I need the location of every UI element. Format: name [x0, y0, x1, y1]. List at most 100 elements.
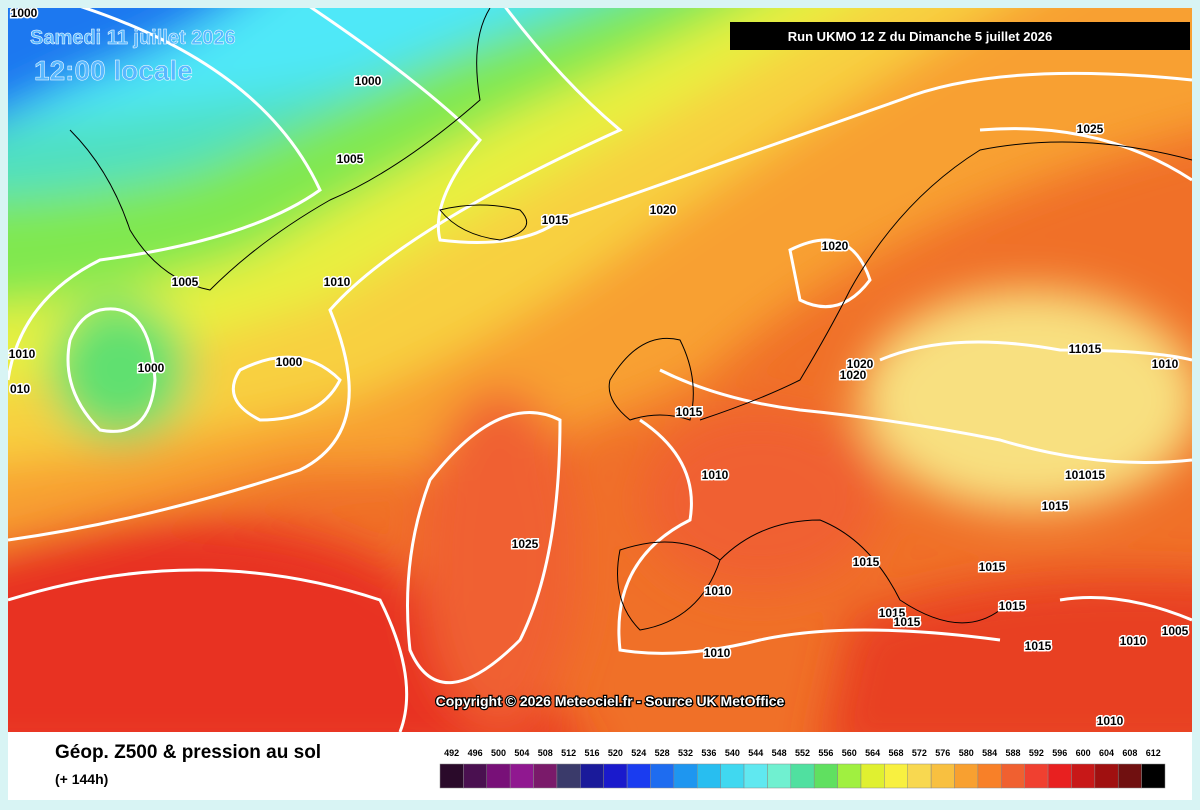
- footer-title: Géop. Z500 & pression au sol: [55, 742, 321, 763]
- legend-label: 600: [1076, 748, 1091, 758]
- legend-swatch: [860, 763, 885, 789]
- isobar-label: 1010: [705, 584, 732, 598]
- isobar-label: 1020: [847, 357, 874, 371]
- legend-swatch: [1117, 763, 1142, 789]
- isobar-label: 1020: [822, 239, 849, 253]
- isobar-label: 1000: [355, 74, 382, 88]
- isobar-label: 1025: [1077, 122, 1104, 136]
- isobar-label: 1015: [853, 555, 880, 569]
- color-legend: 492 496 500 504 508 512 516 520 524 528 532 536 540 5…: [439, 748, 1166, 789]
- legend-label: 588: [1005, 748, 1020, 758]
- coastlines: [69, 8, 1192, 631]
- legend-label: 548: [772, 748, 787, 758]
- isobar-label: 1000: [276, 355, 303, 369]
- isobar-label: 1010: [704, 646, 731, 660]
- copyright: Copyright © 2026 Meteociel.fr - Source U…: [436, 693, 785, 709]
- isobar-label: 1005: [172, 275, 199, 289]
- isobar-labels: 1000 1000 1005 1015 1020 1025 1020 1005 1010 1010…: [8, 6, 1190, 730]
- legend-swatch: [556, 763, 581, 789]
- legend-label: 524: [631, 748, 646, 758]
- isobar-label: 1025: [512, 537, 539, 551]
- isobar-label: 1015: [542, 213, 569, 227]
- legend-swatch: [580, 763, 604, 789]
- isobar-label: 1010: [702, 468, 729, 482]
- legend-label: 552: [795, 748, 810, 758]
- legend-label: 516: [585, 748, 600, 758]
- isobar-label: 1005: [337, 152, 364, 166]
- legend-label: 556: [818, 748, 833, 758]
- legend-swatch: [1001, 763, 1025, 789]
- legend-swatch: [463, 763, 488, 789]
- isobar-label: 1010: [1120, 634, 1147, 648]
- isobar-label: 1020: [840, 368, 867, 382]
- legend-label: 560: [842, 748, 857, 758]
- legend-swatch: [1047, 763, 1072, 789]
- legend-swatch: [533, 763, 558, 789]
- legend-swatch: [439, 763, 464, 789]
- legend-swatch: [509, 763, 534, 789]
- legend-label: 564: [865, 748, 880, 758]
- legend-swatch: [930, 763, 955, 789]
- legend-label: 528: [655, 748, 670, 758]
- isobar-label: 1010: [1097, 714, 1124, 728]
- legend-swatch: [697, 763, 721, 789]
- legend-label: 520: [608, 748, 623, 758]
- isobar-label: 1020: [650, 203, 677, 217]
- legend-swatch: [626, 763, 651, 789]
- run-info: Run UKMO 12 Z du Dimanche 5 juillet 2026: [788, 29, 1052, 44]
- isobar-label: 1015: [979, 560, 1006, 574]
- legend-label: 540: [725, 748, 740, 758]
- isobar-label: 1010: [324, 275, 351, 289]
- legend-swatch: [603, 763, 628, 789]
- isobar-label: 1010: [9, 347, 36, 361]
- valid-time: 12:00 locale: [34, 55, 193, 86]
- isobar-label: 1000: [138, 361, 165, 375]
- legend-label: 612: [1146, 748, 1161, 758]
- legend-label: 504: [514, 748, 529, 758]
- legend-label: 512: [561, 748, 576, 758]
- isobar-label: 11015: [1069, 342, 1102, 356]
- legend-swatch: [837, 763, 862, 789]
- legend-swatch: [954, 763, 979, 789]
- isobar-label: 1015: [676, 405, 703, 419]
- legend-label: 496: [468, 748, 483, 758]
- isobar-label: 010: [10, 382, 30, 396]
- legend-swatch: [720, 763, 745, 789]
- isobar-label: 1000: [11, 6, 38, 20]
- legend-label: 580: [959, 748, 974, 758]
- legend-swatch: [1024, 763, 1049, 789]
- legend-swatch: [1141, 763, 1166, 789]
- legend-swatch: [650, 763, 675, 789]
- legend-swatch: [977, 763, 1002, 789]
- legend-label: 608: [1122, 748, 1137, 758]
- valid-date: Samedi 11 juillet 2026: [30, 27, 236, 49]
- footer-lead: (+ 144h): [55, 771, 108, 787]
- run-box: [730, 22, 1190, 50]
- legend-swatch: [813, 763, 838, 789]
- map: 1000 1000 1005 1015 1020 1025 1020 1005 1010 1010…: [8, 6, 1192, 732]
- legend-swatch: [1071, 763, 1096, 789]
- legend-label: 596: [1052, 748, 1067, 758]
- legend-label: 544: [748, 748, 763, 758]
- legend-label: 592: [1029, 748, 1044, 758]
- isobar-label: 1015: [999, 599, 1026, 613]
- isobar-label: 1015: [1025, 639, 1052, 653]
- isobars: [8, 8, 1192, 732]
- legend-label: 492: [444, 748, 459, 758]
- legend-swatch: [673, 763, 698, 789]
- legend-swatch: [486, 763, 511, 789]
- legend-swatch: [907, 763, 932, 789]
- isobar-label: 1010: [1152, 357, 1179, 371]
- legend-swatch: [767, 763, 792, 789]
- legend-label: 568: [889, 748, 904, 758]
- legend-label: 572: [912, 748, 927, 758]
- isobar-label: 1015: [879, 606, 906, 620]
- isobar-label: 1005: [1162, 624, 1189, 638]
- legend-label: 604: [1099, 748, 1114, 758]
- legend-label: 576: [935, 748, 950, 758]
- legend-swatch: [1094, 763, 1119, 789]
- legend-swatch: [790, 763, 815, 789]
- isobar-label: 101015: [1065, 468, 1105, 482]
- legend-label: 508: [538, 748, 553, 758]
